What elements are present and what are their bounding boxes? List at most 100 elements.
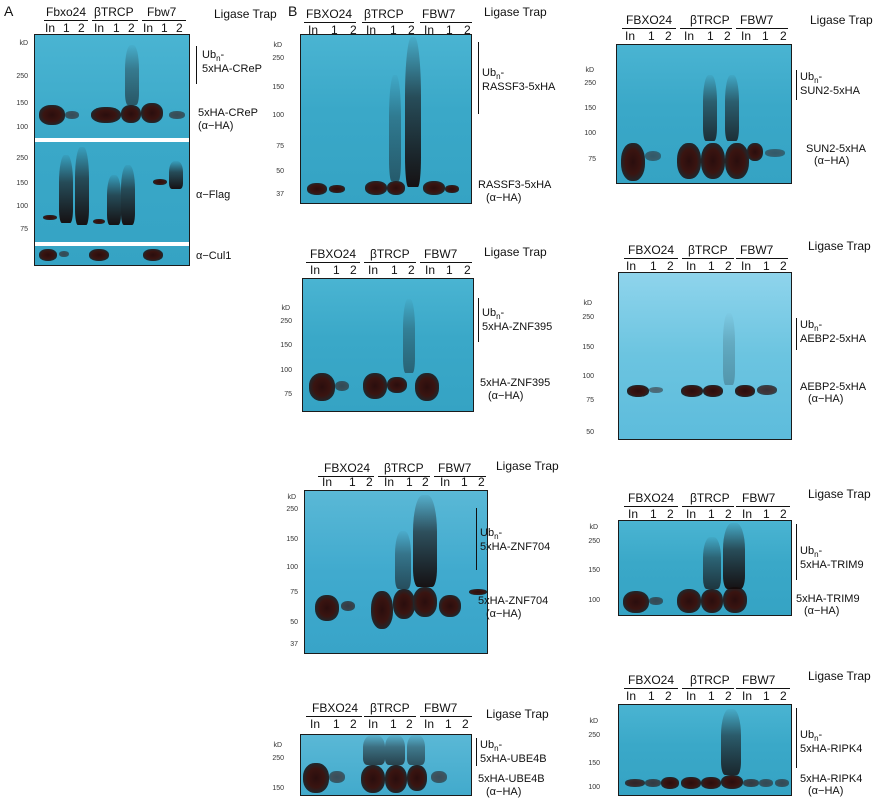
band bbox=[735, 385, 755, 397]
ubn-label: Ubn- bbox=[800, 729, 823, 744]
flag-label: α−Flag bbox=[196, 189, 231, 201]
blot-rassf3 bbox=[300, 34, 472, 204]
group-label-btrcp: βTRCP bbox=[690, 491, 730, 505]
group-label-fbxo24: FBXO24 bbox=[324, 461, 371, 475]
group-label-fbxo24: Fbxo24 bbox=[46, 5, 87, 19]
ubn-label: Ubn- bbox=[482, 307, 505, 322]
lane-1: 1 bbox=[763, 689, 770, 703]
band bbox=[143, 249, 163, 261]
ubn-label: Ubn- bbox=[480, 527, 503, 542]
lane-in: In bbox=[628, 507, 639, 521]
group-underline bbox=[682, 258, 734, 259]
group-underline bbox=[736, 28, 788, 29]
ligase-trap-label: Ligase Trap bbox=[484, 5, 547, 19]
band-label: SUN2-5xHA bbox=[806, 143, 866, 155]
band-label: 5xHA-UBE4B bbox=[478, 773, 545, 785]
mw-marker: 75 bbox=[20, 226, 28, 233]
smear bbox=[725, 75, 739, 141]
kd-label: kD bbox=[273, 42, 282, 49]
lane-1: 1 bbox=[333, 263, 340, 277]
band bbox=[757, 385, 777, 395]
lane-1: 1 bbox=[161, 21, 168, 35]
band bbox=[701, 589, 723, 613]
lane-1: 1 bbox=[648, 29, 655, 43]
mw-marker: 250 bbox=[16, 73, 28, 80]
band bbox=[645, 151, 661, 161]
mw-marker: 250 bbox=[582, 314, 594, 321]
group-underline bbox=[44, 20, 88, 21]
band-label: AEBP2-5xHA bbox=[800, 381, 867, 393]
band bbox=[363, 373, 387, 399]
mw-marker: 75 bbox=[290, 589, 298, 596]
mw-marker: 50 bbox=[290, 619, 298, 626]
antibody-label: (α−HA) bbox=[808, 785, 844, 797]
band bbox=[765, 149, 785, 157]
lane-in: In bbox=[384, 475, 395, 489]
mw-marker: 100 bbox=[582, 373, 594, 380]
group-underline bbox=[624, 258, 678, 259]
cul1-label: α−Cul1 bbox=[196, 250, 232, 262]
band bbox=[141, 103, 163, 123]
smear bbox=[385, 735, 405, 765]
group-label-fbw7: FBW7 bbox=[424, 701, 458, 715]
kd-label: kD bbox=[19, 40, 28, 47]
mw-marker: 150 bbox=[588, 567, 600, 574]
mw-marker: 100 bbox=[588, 597, 600, 604]
smear bbox=[723, 313, 735, 385]
band bbox=[387, 377, 407, 393]
lane-in: In bbox=[625, 29, 636, 43]
band bbox=[59, 251, 69, 257]
ubn-bracket bbox=[478, 298, 479, 342]
band bbox=[385, 765, 407, 793]
band bbox=[725, 143, 749, 179]
ubn-target: SUN2-5xHA bbox=[800, 85, 860, 97]
band bbox=[65, 111, 79, 119]
lane-2: 2 bbox=[665, 29, 672, 43]
mw-marker: 250 bbox=[584, 80, 596, 87]
ubn-label: Ubn- bbox=[800, 545, 823, 560]
kd-label: kD bbox=[589, 524, 598, 531]
mw-marker: 100 bbox=[584, 130, 596, 137]
blot-trim9 bbox=[618, 520, 792, 616]
group-label-fbxo24: FBXO24 bbox=[310, 247, 357, 261]
lane-in: In bbox=[741, 29, 752, 43]
ubn-target: RASSF3-5xHA bbox=[482, 81, 556, 93]
mw-marker: 250 bbox=[286, 506, 298, 513]
band bbox=[677, 589, 701, 613]
band bbox=[39, 249, 57, 261]
smear bbox=[107, 175, 121, 225]
band bbox=[469, 589, 487, 595]
lane-2: 2 bbox=[724, 29, 731, 43]
lane-1: 1 bbox=[63, 21, 70, 35]
mw-marker: 150 bbox=[272, 785, 284, 792]
smear bbox=[723, 523, 745, 589]
lane-1: 1 bbox=[390, 717, 397, 731]
smear bbox=[59, 155, 73, 223]
mw-marker: 150 bbox=[584, 105, 596, 112]
group-underline bbox=[682, 506, 734, 507]
lane-1: 1 bbox=[113, 21, 120, 35]
band bbox=[645, 779, 661, 787]
ubn-bracket bbox=[796, 708, 797, 768]
mw-marker: 250 bbox=[16, 155, 28, 162]
ubn-bracket bbox=[478, 42, 479, 114]
group-underline bbox=[624, 506, 678, 507]
mw-marker: 50 bbox=[276, 168, 284, 175]
lane-2: 2 bbox=[422, 475, 429, 489]
group-underline bbox=[624, 688, 678, 689]
lane-1: 1 bbox=[708, 689, 715, 703]
ubn-bracket bbox=[196, 46, 197, 84]
lane-1: 1 bbox=[445, 717, 452, 731]
group-label-fbw7: FBW7 bbox=[742, 491, 776, 505]
band bbox=[371, 591, 393, 629]
band bbox=[329, 771, 345, 783]
band bbox=[747, 143, 763, 161]
lane-2: 2 bbox=[350, 23, 357, 37]
mw-marker: 75 bbox=[588, 156, 596, 163]
blot-panel-a bbox=[34, 34, 190, 266]
band bbox=[329, 185, 345, 193]
kd-label: kD bbox=[273, 742, 282, 749]
smear bbox=[169, 161, 183, 189]
mw-marker: 250 bbox=[588, 538, 600, 545]
mw-marker: 250 bbox=[280, 318, 292, 325]
